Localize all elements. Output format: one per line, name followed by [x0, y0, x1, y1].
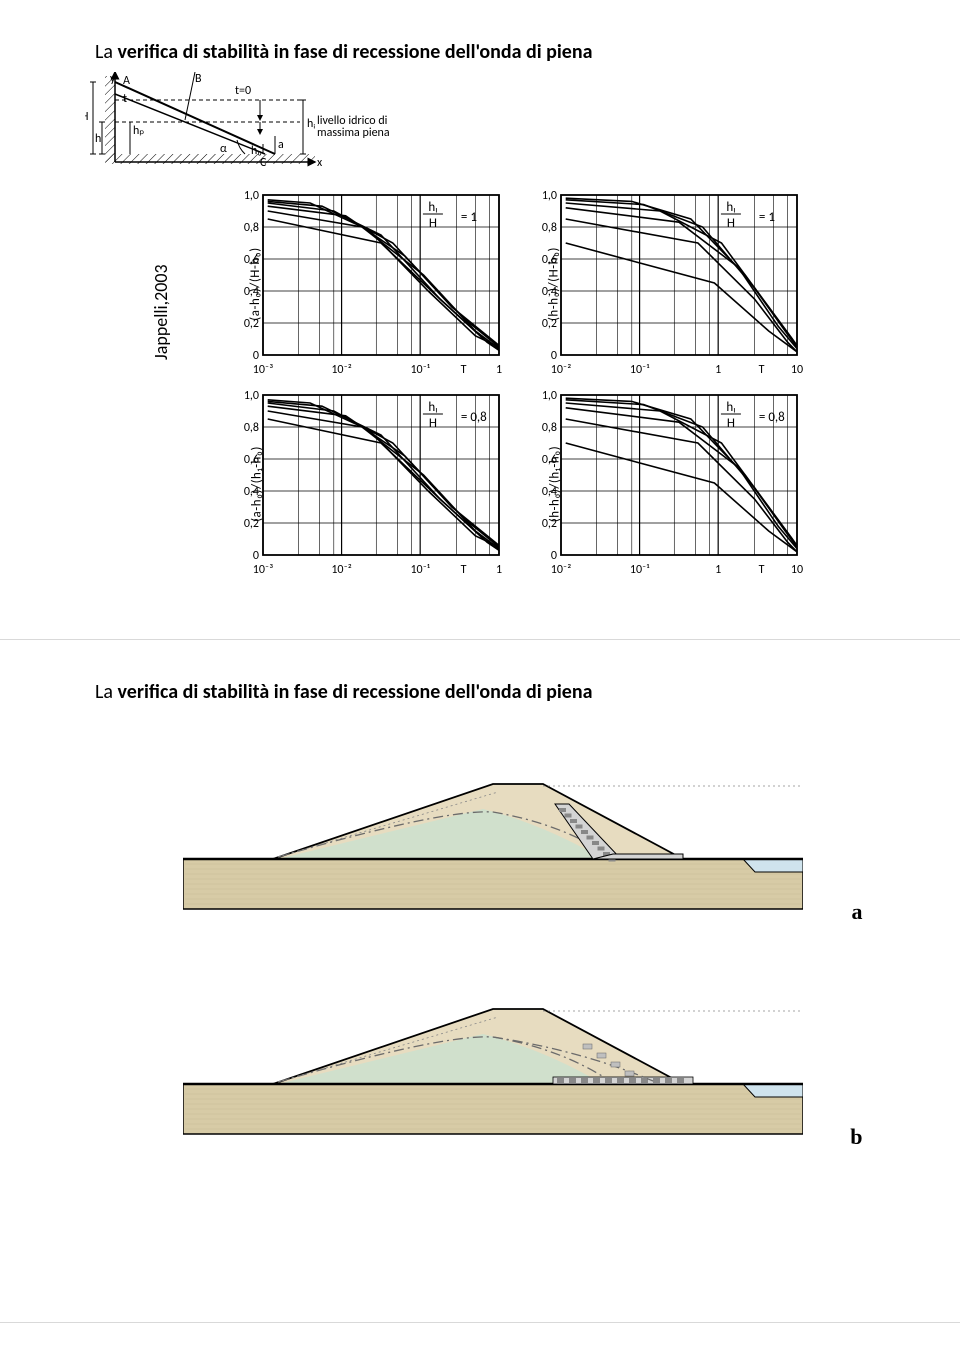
schematic-diagram: A y x B t t=0 H h — [85, 72, 910, 177]
svg-text:10⁻¹: 10⁻¹ — [630, 563, 649, 577]
label-x: x — [317, 156, 323, 170]
svg-text:H: H — [727, 216, 735, 231]
svg-text:T: T — [461, 363, 467, 377]
label-t: t — [123, 92, 127, 106]
slide1-title: La verifica di stabilità in fase di rece… — [95, 40, 910, 64]
svg-text:= 1: = 1 — [461, 210, 477, 225]
dam-figures: a b — [183, 764, 823, 1144]
chart-top-left: (a-h₀)/(H-h₀)1,00,80,60,40,2010⁻³10⁻²10⁻… — [235, 189, 505, 379]
svg-text:10⁻³: 10⁻³ — [253, 563, 273, 577]
svg-text:0: 0 — [551, 349, 557, 363]
label-C: C — [260, 156, 267, 170]
svg-text:= 0,8: = 0,8 — [759, 410, 785, 425]
svg-text:T: T — [461, 563, 467, 577]
svg-text:0,8: 0,8 — [542, 221, 557, 235]
svg-text:0: 0 — [551, 549, 557, 563]
svg-text:= 1: = 1 — [759, 210, 775, 225]
label-y: y — [110, 72, 116, 86]
title2-bold: verifica di stabilità in fase di recessi… — [118, 680, 593, 704]
chart-ylabel: (h-h₀)/(H-h₀) — [547, 247, 562, 321]
svg-text:1,0: 1,0 — [542, 189, 557, 203]
label-a: a — [278, 138, 284, 152]
svg-text:hᵢ: hᵢ — [428, 200, 437, 215]
svg-text:10⁻²: 10⁻² — [331, 563, 352, 577]
svg-text:0,8: 0,8 — [244, 421, 259, 435]
label-A: A — [123, 74, 130, 88]
schematic-caption-2: massima piena — [317, 126, 390, 140]
chart-top-right: (h-h₀)/(H-h₀)1,00,80,60,40,2010⁻²10⁻¹1T1… — [533, 189, 803, 379]
dam-b: b — [183, 989, 823, 1144]
label-hp: hₚ — [133, 124, 144, 138]
chart-bottom-right: (h-h₀)/(h₁-h₀)1,00,80,60,40,2010⁻²10⁻¹1T… — [533, 389, 803, 579]
svg-text:H: H — [429, 416, 437, 431]
slide-1: La verifica di stabilità in fase di rece… — [0, 0, 960, 640]
svg-text:1: 1 — [496, 363, 502, 377]
svg-text:10: 10 — [791, 363, 803, 377]
svg-text:10⁻²: 10⁻² — [331, 363, 352, 377]
svg-text:1,0: 1,0 — [244, 189, 259, 203]
svg-text:0,8: 0,8 — [542, 421, 557, 435]
slide-2: La verifica di stabilità in fase di rece… — [0, 640, 960, 1323]
svg-text:hᵢ: hᵢ — [726, 400, 735, 415]
label-B: B — [195, 72, 202, 86]
chart-ylabel: (a-h₀)/(H-h₀) — [248, 247, 263, 320]
label-alpha: α — [220, 142, 227, 156]
label-hi: hᵢ — [307, 117, 315, 131]
label-H: H — [85, 110, 88, 124]
svg-text:0: 0 — [253, 549, 259, 563]
slide2-title: La verifica di stabilità in fase di rece… — [95, 680, 910, 704]
title-la: La — [95, 40, 118, 64]
svg-text:H: H — [429, 216, 437, 231]
svg-text:T: T — [759, 563, 765, 577]
label-h: h — [95, 132, 101, 146]
label-h0: h₀ — [251, 144, 262, 158]
svg-text:T: T — [759, 363, 765, 377]
svg-text:10⁻¹: 10⁻¹ — [410, 363, 429, 377]
title-bold: verifica di stabilità in fase di recessi… — [118, 40, 593, 64]
svg-text:10⁻²: 10⁻² — [551, 363, 572, 377]
svg-text:0: 0 — [253, 349, 259, 363]
svg-text:1: 1 — [715, 563, 721, 577]
svg-text:H: H — [727, 416, 735, 431]
dam-label-b: b — [850, 1124, 862, 1150]
svg-text:= 0,8: = 0,8 — [461, 410, 487, 425]
svg-text:hᵢ: hᵢ — [726, 200, 735, 215]
chart-grid: (a-h₀)/(H-h₀)1,00,80,60,40,2010⁻³10⁻²10⁻… — [235, 189, 910, 579]
citation: Jappelli,2003 — [150, 264, 172, 360]
svg-text:10⁻¹: 10⁻¹ — [410, 563, 429, 577]
svg-text:10⁻¹: 10⁻¹ — [630, 363, 649, 377]
chart-ylabel: (h-h₀)/(h₁-h₀) — [548, 446, 563, 522]
svg-text:1,0: 1,0 — [244, 389, 259, 403]
svg-text:10⁻²: 10⁻² — [551, 563, 572, 577]
label-t0: t=0 — [235, 84, 251, 98]
svg-text:1: 1 — [496, 563, 502, 577]
svg-text:hᵢ: hᵢ — [428, 400, 437, 415]
dam-label-a: a — [852, 899, 863, 925]
title2-la: La — [95, 680, 118, 704]
svg-text:1,0: 1,0 — [542, 389, 557, 403]
svg-text:10: 10 — [791, 563, 803, 577]
svg-text:10⁻³: 10⁻³ — [253, 363, 273, 377]
svg-text:1: 1 — [715, 363, 721, 377]
dam-a: a — [183, 764, 823, 919]
chart-ylabel: (a-h₀)/(h₁-h₀) — [249, 446, 264, 522]
chart-bottom-left: (a-h₀)/(h₁-h₀)1,00,80,60,40,2010⁻³10⁻²10… — [235, 389, 505, 579]
svg-text:0,8: 0,8 — [244, 221, 259, 235]
